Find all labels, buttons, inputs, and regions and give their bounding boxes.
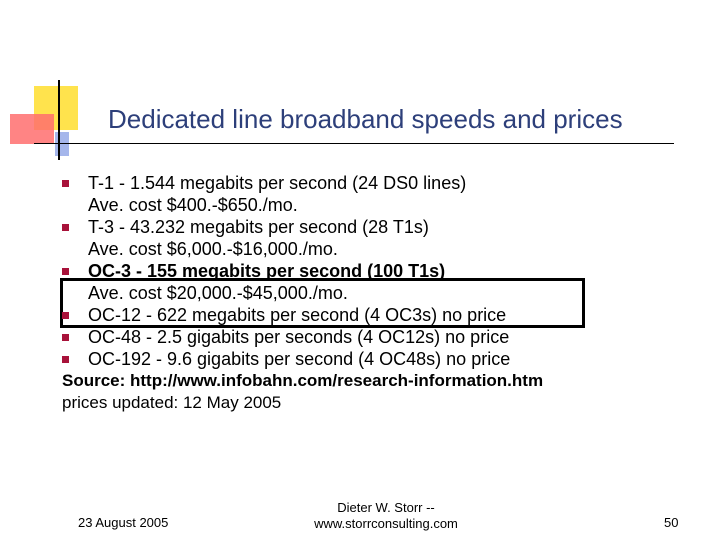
bullet-item-oc3: OC-3 - 155 megabits per second (100 T1s)…	[62, 260, 702, 304]
bullet-square-icon	[62, 268, 69, 275]
bullet-item-oc48: OC-48 - 2.5 gigabits per seconds (4 OC12…	[62, 326, 702, 348]
bullet-item-t3: T-3 - 43.232 megabits per second (28 T1s…	[62, 216, 702, 260]
footer-author-website: www.storrconsulting.com	[314, 516, 458, 531]
updated-line: prices updated: 12 May 2005	[62, 393, 282, 412]
footer-author: Dieter W. Storr -- www.storrconsulting.c…	[286, 500, 486, 532]
bullet-square-icon	[62, 312, 69, 319]
footer-date: 23 August 2005	[78, 515, 169, 530]
title-underline	[34, 143, 674, 144]
bullet-square-icon	[62, 356, 69, 363]
bullet-main-text: OC-48 - 2.5 gigabits per seconds (4 OC12…	[88, 327, 510, 347]
bullet-square-icon	[62, 180, 69, 187]
bullet-item-oc192: OC-192 - 9.6 gigabits per second (4 OC48…	[62, 348, 702, 370]
source-line: Source: http://www.infobahn.com/research…	[62, 371, 544, 390]
slide-title: Dedicated line broadband speeds and pric…	[108, 104, 623, 134]
bullet-main-text: T-3 - 43.232 megabits per second (28 T1s…	[88, 217, 429, 237]
footer-page-number: 50	[664, 515, 679, 530]
bullet-main-text: OC-3 - 155 megabits per second (100 T1s)	[88, 261, 446, 281]
bullet-list: T-1 - 1.544 megabits per second (24 DS0 …	[62, 172, 702, 414]
bullet-square-icon	[62, 334, 69, 341]
logo-red-block	[10, 114, 54, 144]
bullet-item-t1: T-1 - 1.544 megabits per second (24 DS0 …	[62, 172, 702, 216]
bullet-sub-text: Ave. cost $20,000.-$45,000./mo.	[88, 283, 348, 303]
bullet-main-text: OC-12 - 622 megabits per second (4 OC3s)…	[88, 305, 507, 325]
bullet-square-icon	[62, 224, 69, 231]
oc3-highlight-box	[60, 278, 585, 328]
footer-author-name: Dieter W. Storr --	[337, 500, 435, 515]
bullet-main-text: OC-192 - 9.6 gigabits per second (4 OC48…	[88, 349, 511, 369]
bullet-sub-text: Ave. cost $400.-$650./mo.	[88, 195, 298, 215]
bullet-main-text: T-1 - 1.544 megabits per second (24 DS0 …	[88, 173, 467, 193]
bullet-sub-text: Ave. cost $6,000.-$16,000./mo.	[88, 239, 338, 259]
logo-vertical-line	[58, 80, 60, 160]
bullet-item-oc12: OC-12 - 622 megabits per second (4 OC3s)…	[62, 304, 702, 326]
